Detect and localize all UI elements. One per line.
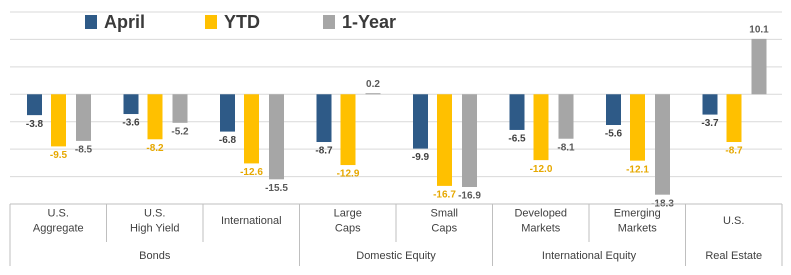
bar — [365, 93, 381, 95]
value-label: -8.5 — [75, 145, 93, 156]
bar — [244, 94, 259, 164]
bar — [269, 94, 284, 180]
x-tick-label: Small — [430, 207, 458, 219]
bar — [172, 94, 188, 123]
x-tick-label: High Yield — [130, 222, 180, 234]
value-label: 0.2 — [366, 79, 380, 90]
bar — [76, 94, 91, 141]
value-label: -8.7 — [725, 146, 743, 157]
value-label: -8.1 — [557, 142, 575, 153]
x-tick-label: U.S. — [144, 207, 165, 219]
value-label: -9.5 — [50, 150, 68, 161]
bar — [558, 94, 574, 139]
legend-swatch — [85, 15, 97, 29]
x-tick-label: U.S. — [48, 207, 69, 219]
bar — [655, 94, 670, 195]
value-label: -15.5 — [265, 183, 288, 194]
x-tick-label: Markets — [521, 222, 561, 234]
bar — [630, 94, 645, 161]
value-label: -3.7 — [701, 118, 719, 129]
bar — [533, 94, 549, 161]
value-label: -8.2 — [146, 143, 164, 154]
bar — [316, 94, 332, 143]
value-label: -12.0 — [530, 164, 553, 175]
value-label: -16.7 — [433, 190, 456, 201]
bar — [437, 94, 452, 186]
legend-swatch — [323, 15, 335, 29]
value-label: -3.8 — [26, 119, 44, 130]
bar — [51, 94, 66, 147]
bar — [220, 94, 235, 132]
legend-label: 1-Year — [342, 12, 396, 32]
x-tick-label: Markets — [618, 222, 658, 234]
x-tick-label: Caps — [335, 222, 361, 234]
x-tick-label: Aggregate — [33, 222, 84, 234]
x-tick-label: Caps — [431, 222, 457, 234]
bar — [123, 94, 139, 115]
value-label: -9.9 — [412, 152, 430, 163]
legend-label: April — [104, 12, 145, 32]
legend-label: YTD — [224, 12, 260, 32]
value-label: -5.2 — [171, 126, 189, 137]
bar — [702, 94, 718, 115]
group-label: International Equity — [542, 250, 637, 262]
bar — [462, 94, 477, 187]
value-label: -16.9 — [458, 191, 481, 202]
bar — [27, 94, 42, 116]
bar — [509, 94, 525, 130]
value-label: -6.8 — [219, 135, 237, 146]
x-tick-label: International — [221, 215, 282, 227]
x-tick-label: U.S. — [723, 215, 744, 227]
value-label: -8.7 — [315, 146, 333, 157]
value-label: -12.9 — [337, 169, 360, 180]
x-tick-label: Developed — [514, 207, 567, 219]
value-label: -12.1 — [626, 164, 649, 175]
x-tick-label: Emerging — [614, 207, 661, 219]
value-label: -5.6 — [605, 129, 623, 140]
bar — [726, 94, 742, 143]
bar — [606, 94, 621, 126]
bar — [751, 38, 767, 95]
value-label: -3.6 — [122, 118, 140, 129]
value-label: -6.5 — [508, 134, 526, 145]
value-label: -12.6 — [240, 167, 263, 178]
value-label: 10.1 — [749, 25, 769, 36]
group-label: Domestic Equity — [356, 250, 436, 262]
bar — [340, 94, 356, 166]
group-label: Real Estate — [705, 250, 762, 262]
bar — [413, 94, 428, 149]
x-tick-label: Large — [334, 207, 362, 219]
bar — [147, 94, 163, 140]
group-label: Bonds — [139, 250, 171, 262]
legend-swatch — [205, 15, 217, 29]
